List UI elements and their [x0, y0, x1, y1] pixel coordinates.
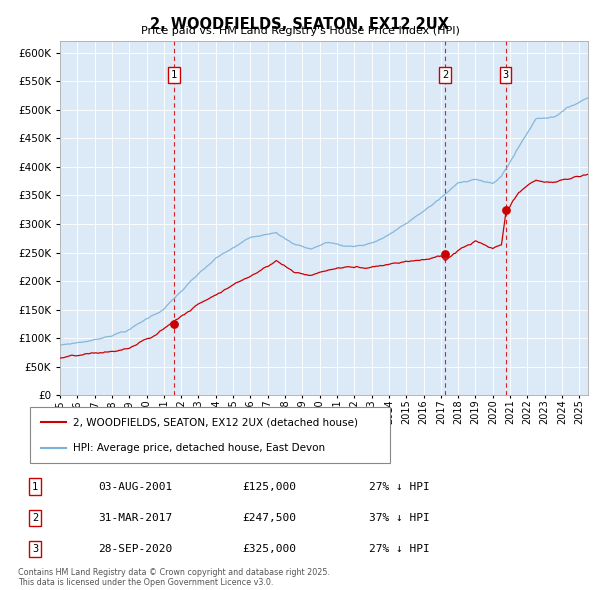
Text: 37% ↓ HPI: 37% ↓ HPI	[369, 513, 430, 523]
Text: Contains HM Land Registry data © Crown copyright and database right 2025.
This d: Contains HM Land Registry data © Crown c…	[18, 568, 330, 587]
Text: 3: 3	[503, 70, 509, 80]
Text: 1: 1	[171, 70, 177, 80]
Text: 2: 2	[32, 513, 38, 523]
Point	[440, 249, 450, 258]
FancyBboxPatch shape	[30, 407, 390, 463]
Text: 2, WOODFIELDS, SEATON, EX12 2UX: 2, WOODFIELDS, SEATON, EX12 2UX	[151, 17, 449, 31]
Text: £125,000: £125,000	[242, 481, 296, 491]
Text: 27% ↓ HPI: 27% ↓ HPI	[369, 544, 430, 554]
Text: £325,000: £325,000	[242, 544, 296, 554]
Text: 2, WOODFIELDS, SEATON, EX12 2UX (detached house): 2, WOODFIELDS, SEATON, EX12 2UX (detache…	[73, 417, 358, 427]
Text: Price paid vs. HM Land Registry's House Price Index (HPI): Price paid vs. HM Land Registry's House …	[140, 26, 460, 36]
Text: 1: 1	[32, 481, 38, 491]
Point	[169, 319, 179, 329]
Text: £247,500: £247,500	[242, 513, 296, 523]
Text: HPI: Average price, detached house, East Devon: HPI: Average price, detached house, East…	[73, 443, 325, 453]
Text: 3: 3	[32, 544, 38, 554]
Text: 27% ↓ HPI: 27% ↓ HPI	[369, 481, 430, 491]
Text: 2: 2	[442, 70, 448, 80]
Text: 31-MAR-2017: 31-MAR-2017	[98, 513, 173, 523]
Text: 03-AUG-2001: 03-AUG-2001	[98, 481, 173, 491]
Point	[501, 205, 511, 214]
Text: 28-SEP-2020: 28-SEP-2020	[98, 544, 173, 554]
